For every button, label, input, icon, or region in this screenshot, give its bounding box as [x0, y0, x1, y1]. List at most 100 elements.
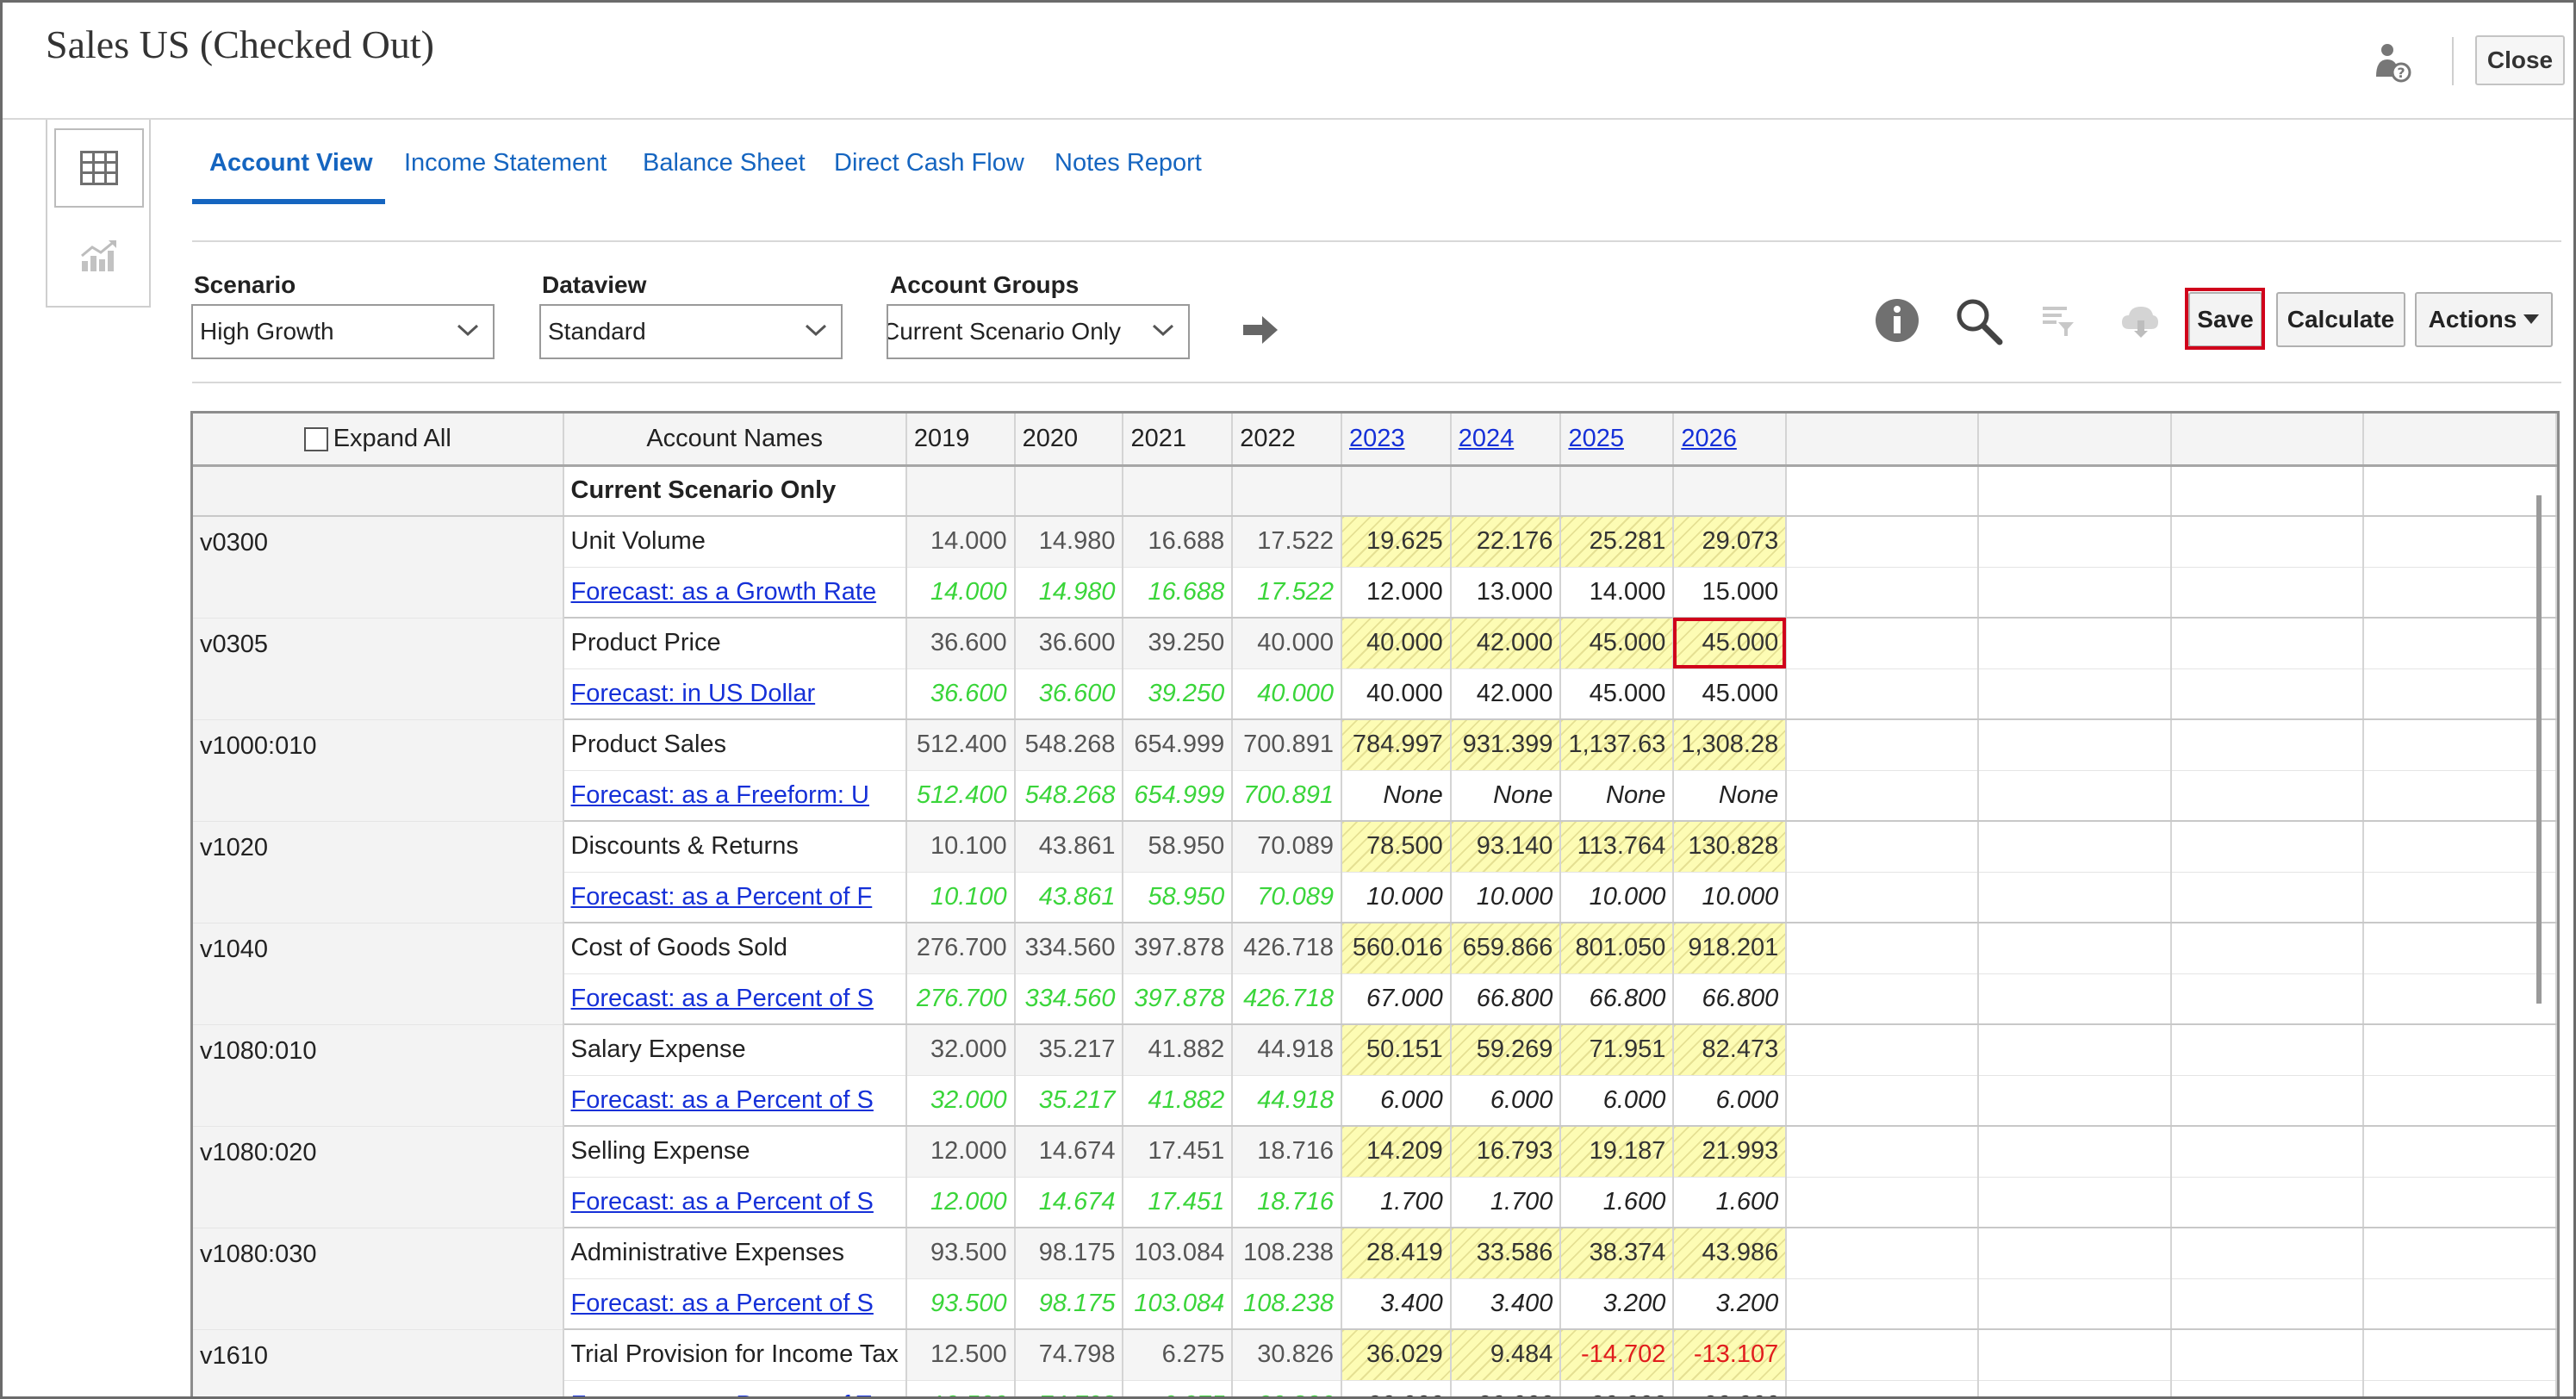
value-cell[interactable]: 21.993 [1673, 1126, 1788, 1178]
value-cell[interactable]: 16.793 [1450, 1126, 1562, 1178]
method-value-cell[interactable]: 30.000 [1341, 1380, 1452, 1396]
method-value-cell[interactable]: 12.000 [1341, 567, 1452, 619]
filter-icon[interactable] [2030, 292, 2087, 349]
value-cell[interactable]: 93.140 [1450, 821, 1562, 873]
value-cell[interactable]: 82.473 [1673, 1024, 1788, 1076]
forecast-method-link[interactable]: Forecast: as a Growth Rate [563, 567, 907, 619]
method-value-cell[interactable]: 10.000 [1673, 872, 1788, 923]
method-value-cell[interactable]: 6.000 [1673, 1075, 1788, 1127]
forecast-method-link[interactable]: Forecast: as a Percent of F [563, 872, 907, 923]
method-value-cell[interactable]: None [1673, 770, 1788, 822]
calculate-button[interactable]: Calculate [2276, 292, 2405, 347]
actions-button[interactable]: Actions [2415, 292, 2553, 347]
user-help-icon[interactable]: ? [2374, 42, 2411, 84]
value-cell[interactable]: 59.269 [1450, 1024, 1562, 1076]
method-value-cell[interactable]: 10.000 [1341, 872, 1452, 923]
value-cell[interactable]: 14.209 [1341, 1126, 1452, 1178]
value-cell[interactable]: 45.000 [1673, 618, 1788, 669]
value-cell[interactable]: 19.625 [1341, 516, 1452, 568]
value-cell[interactable]: 1,137.63 [1560, 719, 1675, 771]
value-cell[interactable]: -14.702 [1560, 1329, 1675, 1381]
forecast-method-link[interactable]: Forecast: as a Percent of S [563, 1278, 907, 1330]
go-arrow-icon[interactable] [1243, 314, 1278, 350]
scenario-select[interactable]: High Growth [191, 304, 495, 359]
year-header-2026[interactable]: 2026 [1673, 413, 1788, 467]
forecast-method-link[interactable]: Forecast: in US Dollar [563, 668, 907, 720]
value-cell[interactable]: 71.951 [1560, 1024, 1675, 1076]
method-value-cell[interactable]: 30.000 [1673, 1380, 1788, 1396]
value-cell[interactable]: 931.399 [1450, 719, 1562, 771]
value-cell[interactable]: 45.000 [1560, 618, 1675, 669]
year-header-2023[interactable]: 2023 [1341, 413, 1452, 467]
value-cell[interactable]: 50.151 [1341, 1024, 1452, 1076]
method-value-cell[interactable]: 3.200 [1673, 1278, 1788, 1330]
close-button[interactable]: Close [2475, 35, 2565, 85]
method-value-cell[interactable]: 10.000 [1560, 872, 1675, 923]
value-cell[interactable]: 38.374 [1560, 1228, 1675, 1279]
value-cell[interactable]: 40.000 [1341, 618, 1452, 669]
method-value-cell[interactable]: 3.400 [1450, 1278, 1562, 1330]
year-link-2026[interactable]: 2026 [1681, 424, 1737, 452]
expand-all-checkbox[interactable] [303, 426, 328, 451]
cloud-sync-icon[interactable] [2112, 292, 2168, 349]
method-value-cell[interactable]: 6.000 [1341, 1075, 1452, 1127]
method-value-cell[interactable]: None [1450, 770, 1562, 822]
info-icon[interactable] [1869, 292, 1926, 349]
method-value-cell[interactable]: 15.000 [1673, 567, 1788, 619]
method-value-cell[interactable]: 1.700 [1341, 1177, 1452, 1228]
value-cell[interactable]: 36.029 [1341, 1329, 1452, 1381]
method-value-cell[interactable]: 30.000 [1560, 1380, 1675, 1396]
year-link-2025[interactable]: 2025 [1568, 424, 1624, 452]
method-value-cell[interactable]: 3.400 [1341, 1278, 1452, 1330]
dataview-select[interactable]: Standard [539, 304, 843, 359]
forecast-method-link[interactable]: Forecast: as a Percent of S [563, 1177, 907, 1228]
forecast-method-link[interactable]: Forecast: as a Freeform: U [563, 770, 907, 822]
value-cell[interactable]: 78.500 [1341, 821, 1452, 873]
tab-income-statement[interactable]: Income Statement [404, 149, 607, 177]
value-cell[interactable]: 9.484 [1450, 1329, 1562, 1381]
method-value-cell[interactable]: 1.600 [1560, 1177, 1675, 1228]
value-cell[interactable]: 560.016 [1341, 923, 1452, 974]
method-value-cell[interactable]: 10.000 [1450, 872, 1562, 923]
forecast-method-link[interactable]: Forecast: as a Percent of T [563, 1380, 907, 1396]
value-cell[interactable]: 43.986 [1673, 1228, 1788, 1279]
method-value-cell[interactable]: 40.000 [1341, 668, 1452, 720]
method-value-cell[interactable]: 66.800 [1673, 973, 1788, 1025]
year-header-2024[interactable]: 2024 [1450, 413, 1562, 467]
tab-balance-sheet[interactable]: Balance Sheet [643, 149, 806, 177]
save-button[interactable]: Save [2188, 292, 2262, 347]
value-cell[interactable]: 784.997 [1341, 719, 1452, 771]
method-value-cell[interactable]: 1.700 [1450, 1177, 1562, 1228]
method-value-cell[interactable]: None [1341, 770, 1452, 822]
method-value-cell[interactable]: 42.000 [1450, 668, 1562, 720]
value-cell[interactable]: 659.866 [1450, 923, 1562, 974]
method-value-cell[interactable]: 6.000 [1560, 1075, 1675, 1127]
method-value-cell[interactable]: 30.000 [1450, 1380, 1562, 1396]
value-cell[interactable]: -13.107 [1673, 1329, 1788, 1381]
search-icon[interactable] [1950, 292, 2007, 349]
value-cell[interactable]: 33.586 [1450, 1228, 1562, 1279]
value-cell[interactable]: 22.176 [1450, 516, 1562, 568]
value-cell[interactable]: 42.000 [1450, 618, 1562, 669]
tab-notes-report[interactable]: Notes Report [1055, 149, 1202, 177]
value-cell[interactable]: 1,308.28 [1673, 719, 1788, 771]
account-groups-select[interactable]: Current Scenario Only [887, 304, 1190, 359]
value-cell[interactable]: 113.764 [1560, 821, 1675, 873]
grid-vertical-scrollbar[interactable] [2536, 495, 2542, 1004]
forecast-method-link[interactable]: Forecast: as a Percent of S [563, 973, 907, 1025]
tab-account-view[interactable]: Account View [192, 149, 385, 204]
forecast-method-link[interactable]: Forecast: as a Percent of S [563, 1075, 907, 1127]
tab-direct-cash-flow[interactable]: Direct Cash Flow [834, 149, 1024, 177]
method-value-cell[interactable]: 45.000 [1673, 668, 1788, 720]
year-link-2024[interactable]: 2024 [1458, 424, 1515, 452]
method-value-cell[interactable]: 66.800 [1450, 973, 1562, 1025]
value-cell[interactable]: 918.201 [1673, 923, 1788, 974]
method-value-cell[interactable]: 14.000 [1560, 567, 1675, 619]
method-value-cell[interactable]: None [1560, 770, 1675, 822]
year-header-2025[interactable]: 2025 [1560, 413, 1675, 467]
method-value-cell[interactable]: 45.000 [1560, 668, 1675, 720]
method-value-cell[interactable]: 3.200 [1560, 1278, 1675, 1330]
value-cell[interactable]: 19.187 [1560, 1126, 1675, 1178]
value-cell[interactable]: 130.828 [1673, 821, 1788, 873]
sidebar-item-grid-view[interactable] [54, 128, 144, 208]
